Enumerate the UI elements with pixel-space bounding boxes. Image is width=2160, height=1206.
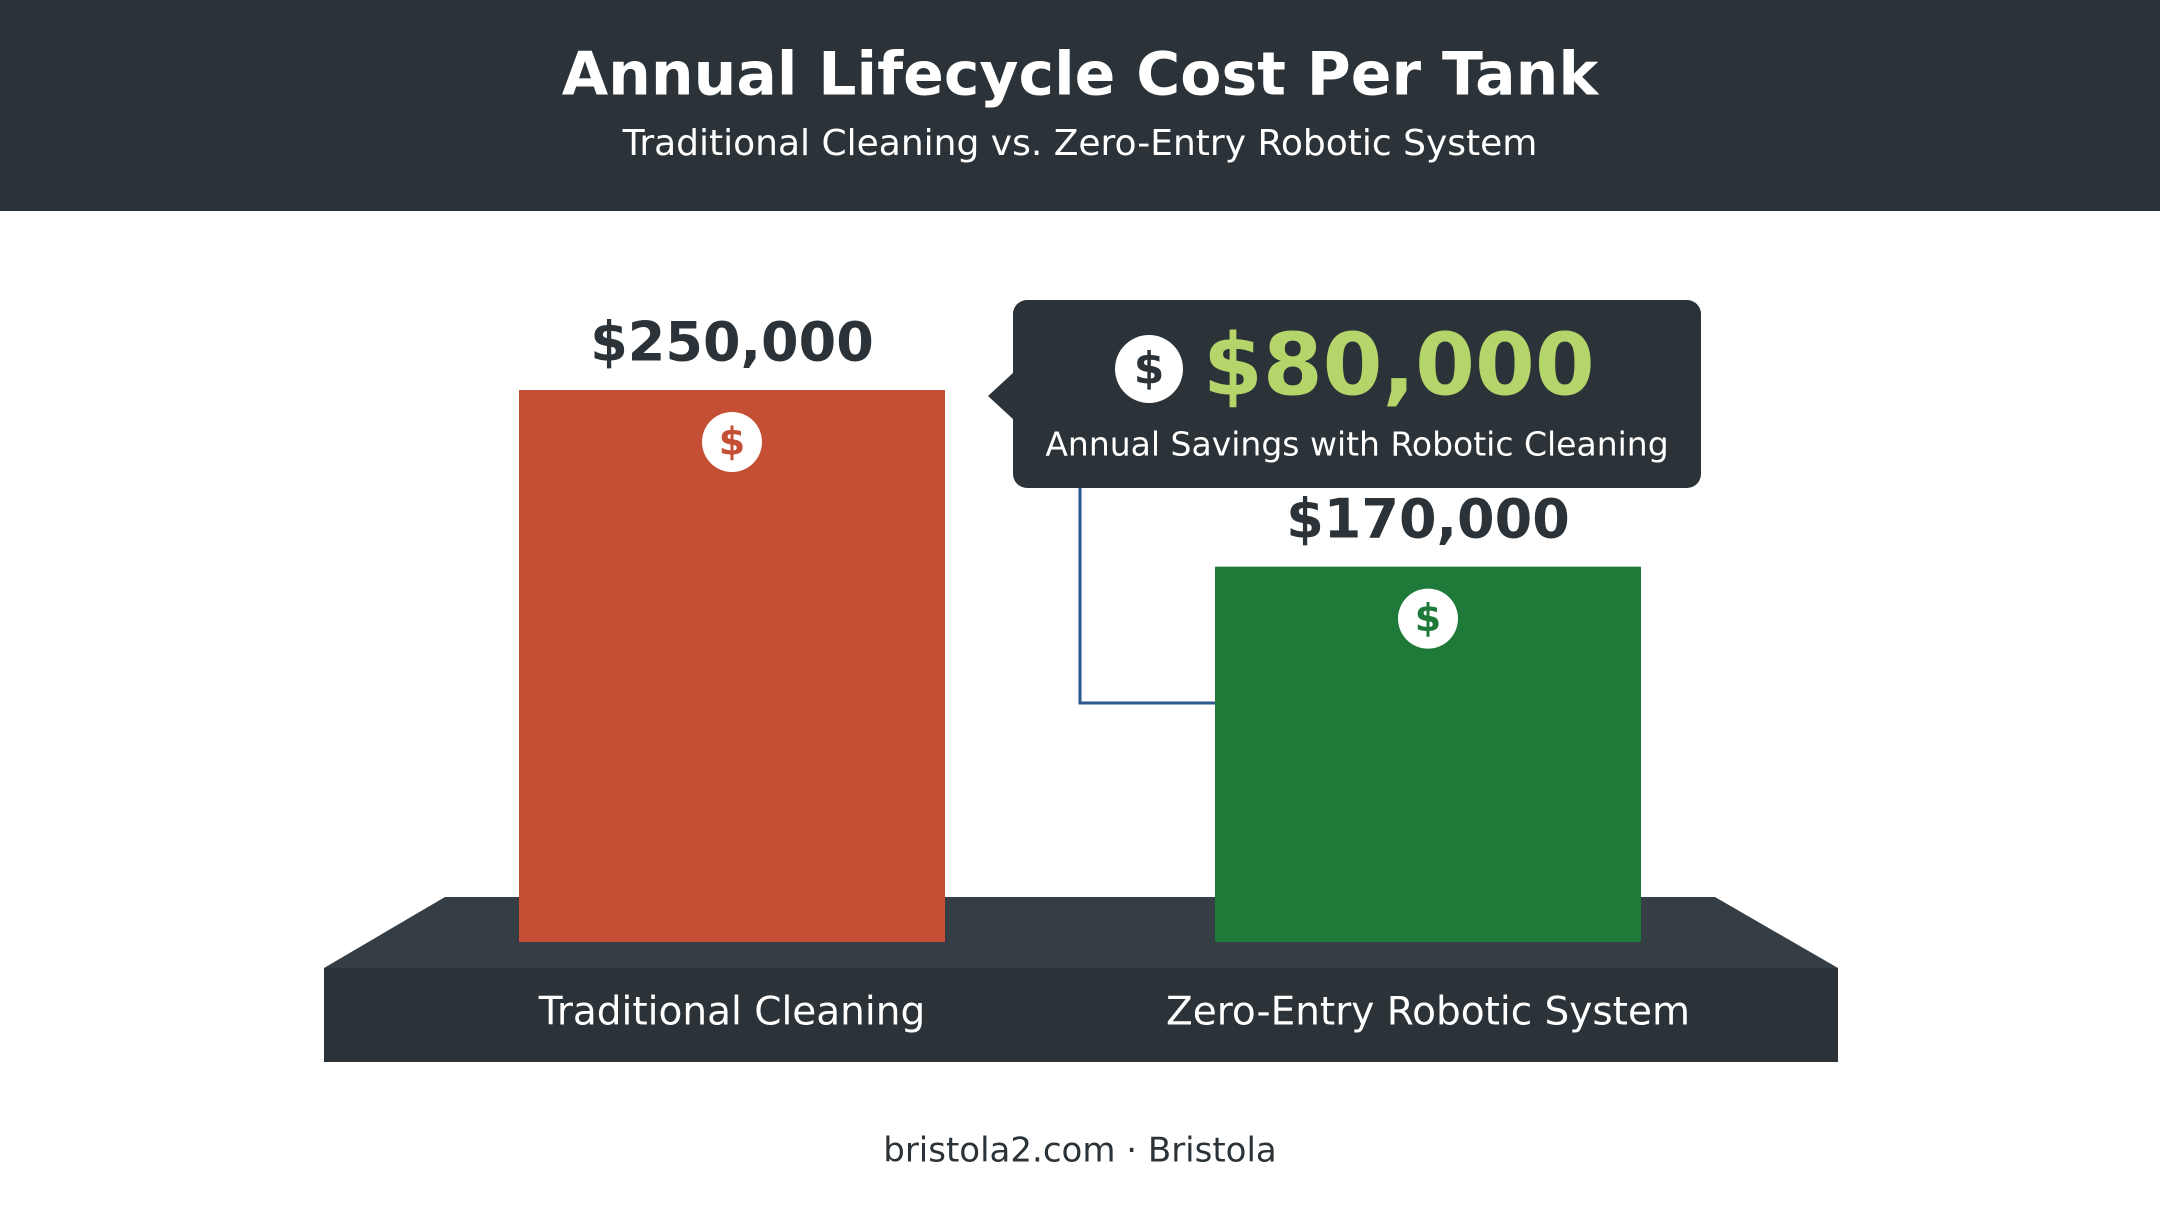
callout-box (1013, 300, 1701, 488)
connector (1078, 488, 1215, 705)
savings-text: Annual Savings with Robotic Cleaning (1045, 425, 1668, 464)
bar (519, 390, 945, 942)
chart-title: Annual Lifecycle Cost Per Tank (562, 40, 1601, 110)
platform (324, 968, 1838, 1062)
header-bg (0, 0, 2160, 211)
x-tick-label: Traditional Cleaning (538, 990, 925, 1035)
savings-value: $80,000 (1203, 315, 1595, 415)
dollar-icon (702, 412, 762, 472)
value-label: $250,000 (590, 311, 874, 374)
callout: $ $80,000 Annual Savings with Robotic Cl… (988, 300, 1701, 488)
footer: bristola2.com · Bristola (883, 1131, 1277, 1171)
chart-subtitle: Traditional Cleaning vs. Zero-Entry Robo… (622, 123, 1538, 164)
callout-pointer (988, 372, 1014, 420)
x-tick-label: Zero-Entry Robotic System (1166, 990, 1690, 1035)
dollar-sign: $ (1415, 596, 1441, 640)
value-label: $170,000 (1286, 487, 1570, 550)
dollar-sign: $ (1134, 343, 1165, 394)
dollar-icon (1398, 588, 1458, 649)
dollar-sign: $ (719, 420, 745, 464)
dollar-icon (1115, 335, 1183, 403)
